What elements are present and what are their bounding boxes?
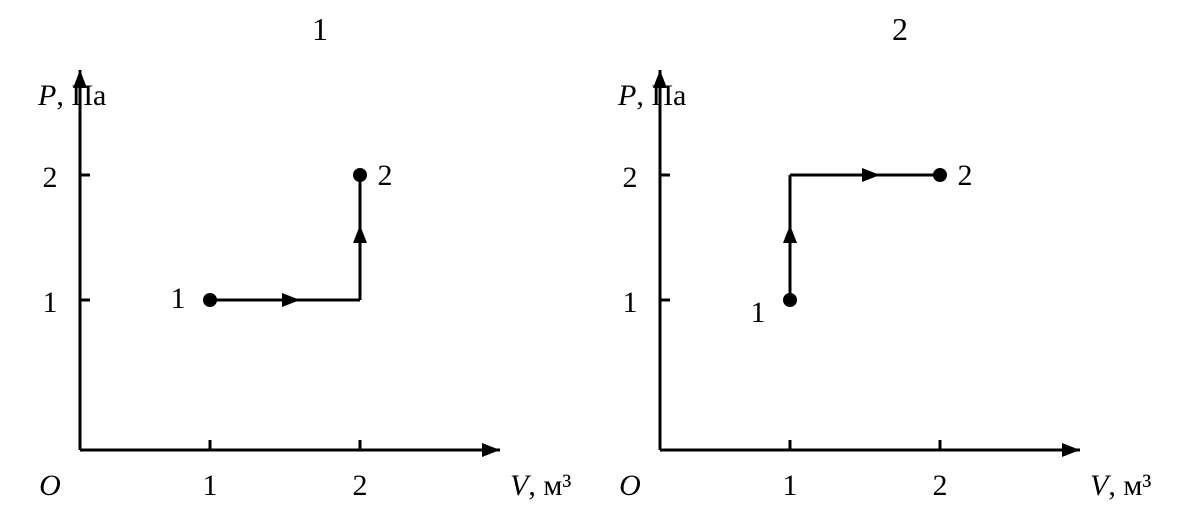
x-tick-label: 1 bbox=[783, 469, 798, 502]
panel-number: 1 bbox=[312, 11, 328, 47]
panel-1: 1 V, м³ 1 2 P, Па 1 2 O 1 2 bbox=[37, 11, 571, 502]
x-tick-label: 1 bbox=[203, 469, 218, 502]
origin-label: O bbox=[619, 469, 641, 502]
x-axis-label: V, м³ bbox=[510, 469, 571, 502]
state-point bbox=[783, 293, 797, 307]
y-axis-label: P, Па bbox=[37, 79, 106, 112]
y-axis-label: P, Па bbox=[617, 79, 686, 112]
origin-label: O bbox=[39, 469, 61, 502]
state-point bbox=[203, 293, 217, 307]
y-tick-label: 2 bbox=[623, 161, 638, 194]
x-tick-label: 2 bbox=[933, 469, 948, 502]
x-tick-label: 2 bbox=[353, 469, 368, 502]
point-label: 1 bbox=[751, 296, 766, 329]
x-axis-label: V, м³ bbox=[1090, 469, 1151, 502]
y-tick-label: 1 bbox=[43, 286, 58, 319]
point-label: 1 bbox=[171, 282, 186, 315]
y-tick-label: 1 bbox=[623, 286, 638, 319]
panel-2: 2 V, м³ 1 2 P, Па 1 2 O 1 2 bbox=[617, 11, 1151, 502]
state-point bbox=[933, 168, 947, 182]
state-point bbox=[353, 168, 367, 182]
point-label: 2 bbox=[958, 159, 973, 192]
point-label: 2 bbox=[378, 159, 393, 192]
pv-diagrams-figure: 1 V, м³ 1 2 P, Па 1 2 O 1 2 2 V, м³ 1 2 P, Па 1 2 O 1 2 bbox=[0, 0, 1193, 526]
panel-number: 2 bbox=[892, 11, 908, 47]
y-tick-label: 2 bbox=[43, 161, 58, 194]
